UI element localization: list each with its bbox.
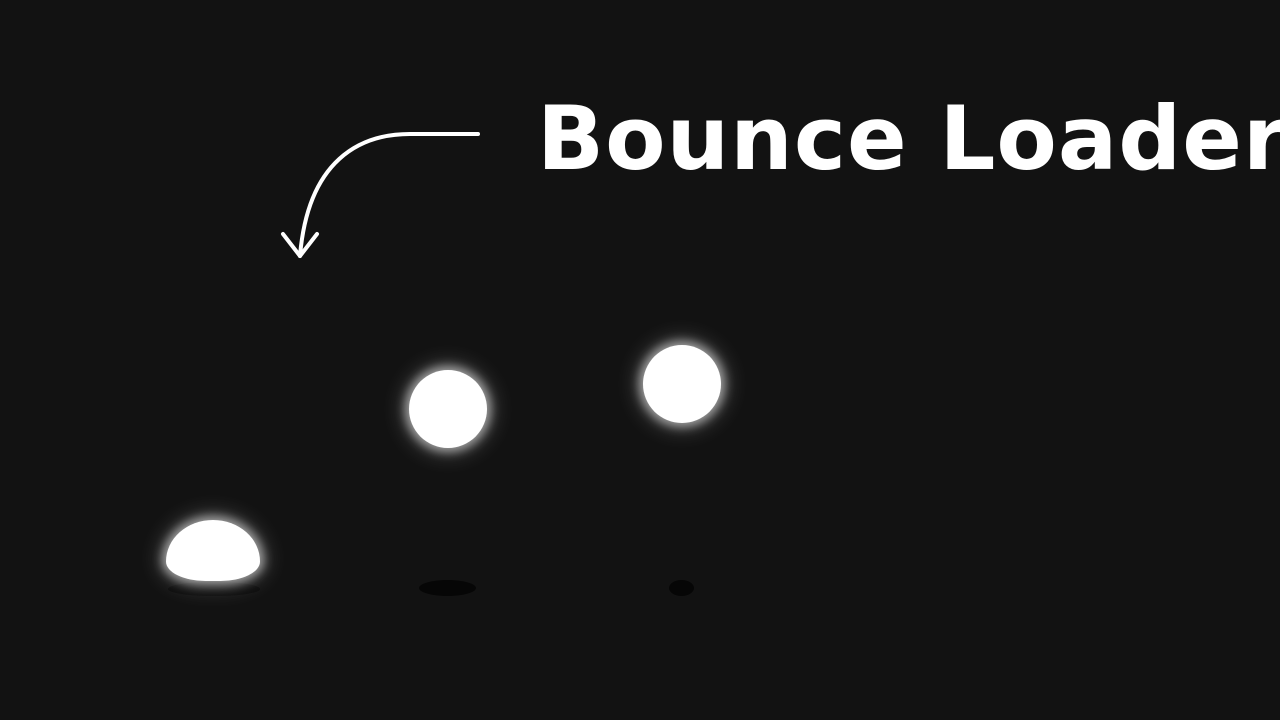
ball-shadow [168, 582, 260, 596]
bounce-ball [643, 345, 721, 423]
bounce-ball [409, 370, 487, 448]
ball-shadow [669, 580, 694, 596]
ball-shadow [419, 580, 476, 596]
bounce-ball-squashed [166, 520, 260, 581]
page-title: Bounce Loader [537, 87, 1280, 190]
curved-arrow-icon [281, 132, 480, 258]
